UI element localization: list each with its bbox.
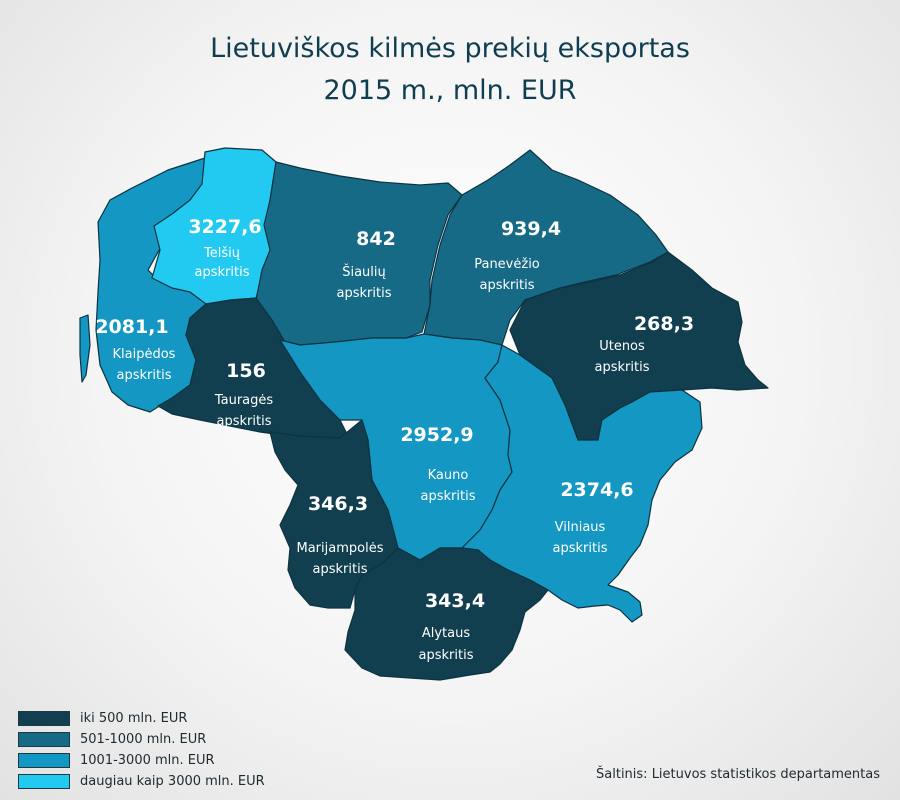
name-telsiu: Telšių: [203, 246, 240, 261]
name-kauno-line2: apskritis: [421, 489, 476, 504]
legend-item: iki 500 mln. EUR: [18, 708, 265, 728]
region-marijampoles[interactable]: [269, 419, 399, 609]
name-taurages: Tauragės: [214, 393, 274, 408]
name-siauliu-line2: apskritis: [337, 286, 392, 301]
legend-swatch-cat4: [18, 773, 70, 789]
map-legend: iki 500 mln. EUR 501-1000 mln. EUR 1001-…: [18, 708, 265, 792]
name-marijampoles: Marijampolės: [297, 541, 384, 556]
name-telsiu-line2: apskritis: [195, 265, 250, 280]
name-utenos: Utenos: [599, 339, 645, 354]
name-alytaus-line2: apskritis: [419, 648, 474, 663]
value-vilniaus: 2374,6: [560, 479, 633, 501]
name-panevezio-line2: apskritis: [480, 278, 535, 293]
legend-swatch-cat1: [18, 710, 70, 726]
name-vilniaus: Vilniaus: [555, 520, 606, 535]
label-kauno: 2952,9 Kauno apskritis: [400, 424, 475, 504]
region-vilniaus[interactable]: [461, 344, 703, 623]
map-title: Lietuviškos kilmės prekių eksportas 2015…: [0, 28, 900, 112]
value-klaipedos: 2081,1: [95, 316, 168, 338]
region-panevezio[interactable]: [423, 149, 669, 346]
legend-swatch-cat3: [18, 752, 70, 768]
region-siauliu[interactable]: [255, 161, 463, 346]
name-utenos-line2: apskritis: [595, 360, 650, 375]
source-note: Šaltinis: Lietuvos statistikos departame…: [596, 767, 880, 782]
name-marijampoles-line2: apskritis: [313, 562, 368, 577]
name-siauliu: Šiaulių: [342, 264, 386, 280]
value-kauno: 2952,9: [400, 424, 473, 446]
legend-label: 501-1000 mln. EUR: [80, 731, 207, 747]
value-marijampoles: 346,3: [308, 493, 368, 515]
value-alytaus: 343,4: [425, 590, 485, 612]
label-marijampoles: 346,3 Marijampolės apskritis: [297, 493, 384, 577]
legend-swatch-cat2: [18, 731, 70, 747]
legend-label: daugiau kaip 3000 mln. EUR: [80, 773, 265, 789]
name-klaipedos: Klaipėdos: [113, 347, 176, 362]
name-panevezio: Panevėžio: [474, 257, 540, 272]
legend-label: 1001-3000 mln. EUR: [80, 752, 215, 768]
legend-item: daugiau kaip 3000 mln. EUR: [18, 771, 265, 791]
name-vilniaus-line2: apskritis: [553, 541, 608, 556]
value-utenos: 268,3: [634, 313, 694, 335]
label-klaipedos: 2081,1 Klaipėdos apskritis: [95, 316, 175, 383]
label-vilniaus: 2374,6 Vilniaus apskritis: [553, 479, 634, 556]
label-utenos: 268,3 Utenos apskritis: [595, 313, 695, 375]
name-taurages-line2: apskritis: [217, 414, 272, 429]
label-alytaus: 343,4 Alytaus apskritis: [419, 590, 486, 663]
legend-label: iki 500 mln. EUR: [80, 710, 188, 726]
region-alytaus[interactable]: [344, 547, 549, 681]
label-taurages: 156 Tauragės apskritis: [214, 360, 274, 429]
label-siauliu: 842 Šiaulių apskritis: [337, 228, 396, 301]
value-siauliu: 842: [356, 228, 396, 250]
value-taurages: 156: [226, 360, 266, 382]
legend-item: 501-1000 mln. EUR: [18, 729, 265, 749]
map-title-line2: 2015 m., mln. EUR: [323, 75, 577, 106]
value-panevezio: 939,4: [501, 218, 561, 240]
name-klaipedos-line2: apskritis: [117, 368, 172, 383]
map-title-line1: Lietuviškos kilmės prekių eksportas: [210, 33, 690, 64]
label-telsiu: 3227,6 Telšių apskritis: [188, 216, 261, 280]
name-alytaus: Alytaus: [422, 626, 471, 641]
name-kauno: Kauno: [428, 468, 469, 483]
value-telsiu: 3227,6: [188, 216, 261, 238]
legend-item: 1001-3000 mln. EUR: [18, 750, 265, 770]
label-panevezio: 939,4 Panevėžio apskritis: [474, 218, 561, 293]
